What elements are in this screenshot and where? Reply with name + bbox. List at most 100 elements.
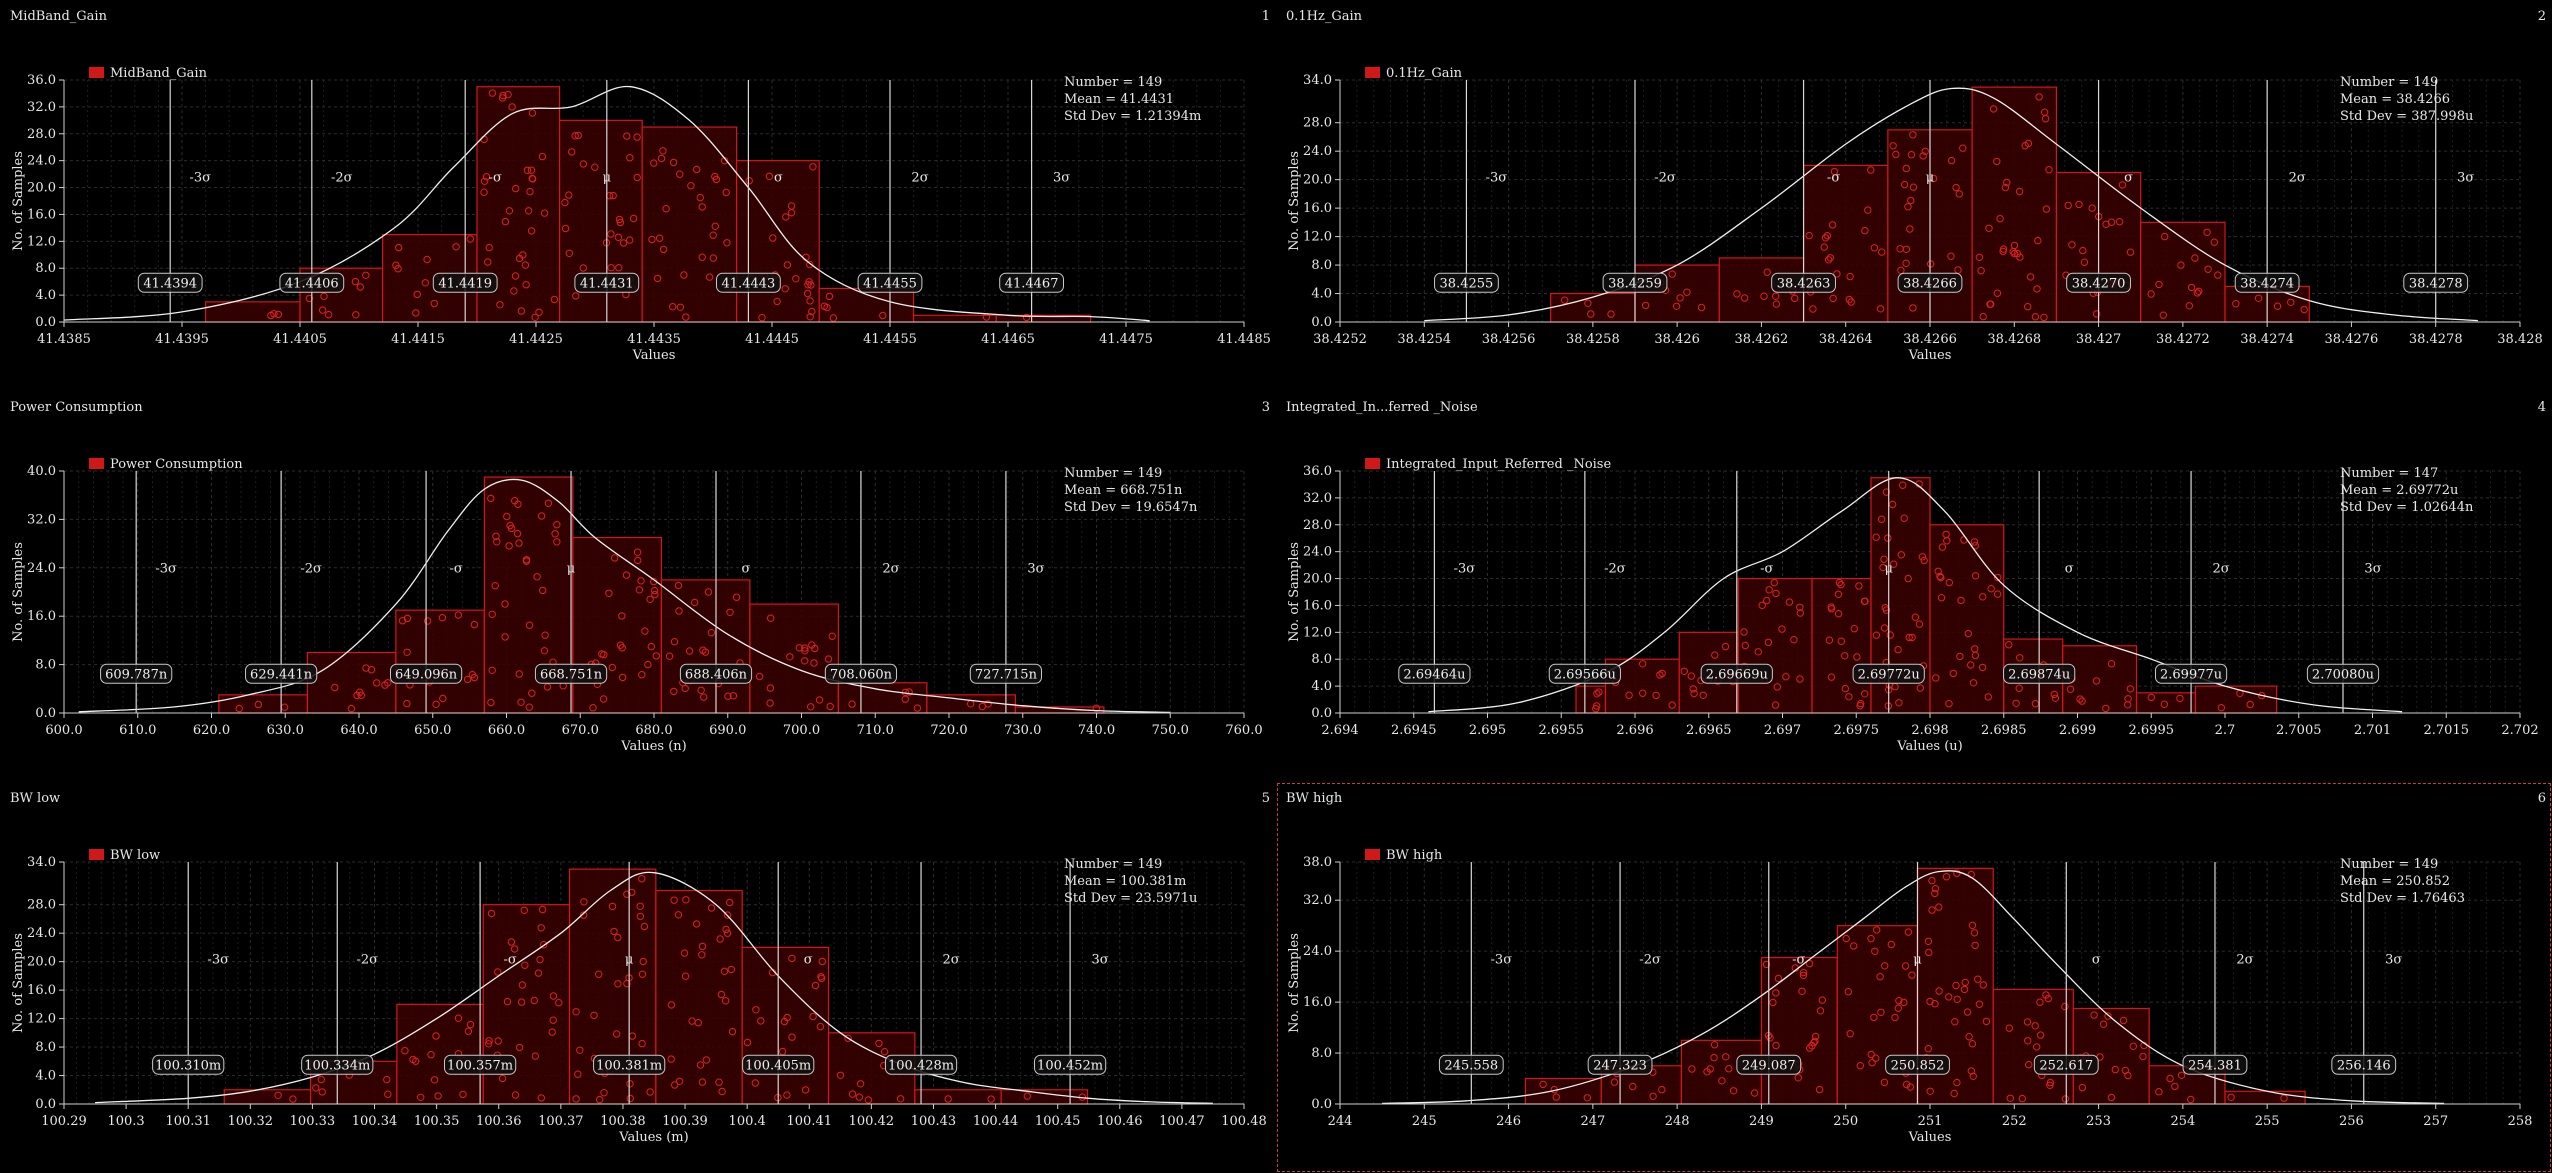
sample-point <box>514 500 522 508</box>
legend-swatch <box>1365 849 1380 860</box>
sample-point <box>2155 1088 2163 1096</box>
x-tick-label: 38.4272 <box>2156 332 2210 347</box>
sample-point <box>2015 187 2024 196</box>
sample-point <box>2033 285 2041 293</box>
legend[interactable]: BW high <box>1365 848 1443 863</box>
y-tick-label: 8.0 <box>1311 652 1332 667</box>
sample-point <box>517 698 525 706</box>
sample-point <box>648 235 656 244</box>
sample-point <box>608 663 616 672</box>
sample-point <box>778 1047 787 1056</box>
sample-point <box>614 980 622 988</box>
histogram-plot[interactable]: -3σ 609.787n -2σ 629.441n -σ 649.096n μ 668.751… <box>0 391 1276 782</box>
sample-point <box>480 177 489 185</box>
chart-panel-6[interactable]: BW high 6 -3σ 245.558 -2σ 247.323 -σ 249.087 μ 25… <box>1276 782 2552 1173</box>
histogram-plot[interactable]: -3σ41.4394-2σ41.4406-σ41.4419μ41.4431σ41… <box>0 0 1276 391</box>
sample-point <box>1680 667 1688 675</box>
sample-point <box>2006 1094 2014 1102</box>
sigma-value-label: 688.406n <box>685 667 748 682</box>
sigma-value-box <box>301 1054 374 1075</box>
x-tick-label: 2.7005 <box>2276 723 2322 738</box>
sample-point <box>1945 700 1953 708</box>
sample-point <box>1790 636 1798 644</box>
sigma-name: -2σ <box>331 171 353 186</box>
sample-point <box>1902 259 1910 267</box>
sample-point <box>305 294 314 303</box>
sample-point <box>432 1032 440 1040</box>
sample-point <box>1778 625 1786 633</box>
sigma-value-box <box>999 272 1065 293</box>
legend[interactable]: Integrated_Input_Referred _Noise <box>1365 457 1611 472</box>
y-tick-label: 36.0 <box>1303 464 1332 479</box>
sample-point <box>1924 1045 1932 1053</box>
sample-point <box>1763 268 1771 276</box>
sample-point <box>1834 610 1843 618</box>
sample-point <box>2160 700 2169 708</box>
sigma-name: 2σ <box>2289 171 2306 186</box>
sample-point <box>1718 1077 1726 1085</box>
chart-panel-2[interactable]: 0.1Hz_Gain 2 -3σ 38.4255 -2σ 38.4259 -σ 38.4263… <box>1276 0 2552 391</box>
histogram-plot[interactable]: -3σ 2.69464u -2σ 2.69566u -σ 2.69669u μ 2.69772… <box>1276 391 2552 782</box>
sample-point <box>1697 303 1706 312</box>
histogram-plot[interactable]: -3σ100.310m-2σ100.334m-σ100.357mμ100.381… <box>0 782 1276 1173</box>
y-tick-label: 0.0 <box>1311 315 1332 330</box>
sample-point <box>1876 305 1885 313</box>
chart-panel-5[interactable]: BW low 5 -3σ 100.310m -2σ 100.334m -σ 100.357m μ… <box>0 782 1276 1173</box>
histogram-plot[interactable]: -3σ38.4255-2σ38.4259-σ38.4263μ38.4266σ38… <box>1276 0 2552 391</box>
chart-panel-3[interactable]: Power Consumption 3 -3σ 609.787n -2σ 629.441n… <box>0 391 1276 782</box>
sample-point <box>1722 1053 1730 1061</box>
sample-point <box>2185 302 2193 310</box>
sample-point <box>383 1075 391 1084</box>
histogram-bar <box>741 946 830 1105</box>
sample-point <box>468 671 477 679</box>
sample-point <box>1971 645 1979 653</box>
sample-point <box>1932 674 1940 682</box>
sigma-value-box <box>432 272 498 293</box>
histogram-plot[interactable]: -3σ 245.558 -2σ 247.323 -σ 249.087 μ 250.852 σ 25… <box>1276 782 2552 1173</box>
sample-point <box>1820 243 1828 251</box>
sample-point <box>616 218 625 227</box>
sample-point <box>595 1095 604 1104</box>
sigma-value-label: 2.70080u <box>2312 667 2374 682</box>
x-tick-label: 2.696 <box>1616 723 1653 738</box>
legend[interactable]: 0.1Hz_Gain <box>1365 66 1463 81</box>
sample-point <box>553 538 561 546</box>
legend[interactable]: MidBand_Gain <box>89 66 208 81</box>
sample-point <box>1818 996 1826 1004</box>
chart-panel-1[interactable]: MidBand_Gain 1 -3σ 41.4394 -2σ 41.4406 -σ 41.44… <box>0 0 1276 391</box>
chart-panel-4[interactable]: Integrated_In...ferred _Noise 4 -3σ 2.69464… <box>1276 391 2552 782</box>
sample-points <box>1592 480 2266 713</box>
panel-index: 6 <box>2537 791 2546 806</box>
sample-point <box>612 1030 621 1038</box>
sample-point <box>1968 921 1977 930</box>
sample-point <box>1592 705 1600 713</box>
sample-point <box>1974 975 1982 983</box>
sample-point <box>1828 221 1837 229</box>
sigma-name: 3σ <box>1053 171 1070 186</box>
sample-point <box>571 132 579 140</box>
sample-point <box>1918 553 1927 561</box>
stats-line: Mean = 38.4266 <box>2340 92 2450 107</box>
y-axis-label: No. of Samples <box>1287 542 1302 642</box>
sample-point <box>1827 605 1836 613</box>
x-axis-label: Values <box>632 348 676 363</box>
sample-point <box>1649 1092 1657 1100</box>
sample-point <box>561 198 569 207</box>
sigma-value-box <box>2403 272 2469 293</box>
sigma-value-box <box>137 272 203 293</box>
sample-point <box>788 954 796 963</box>
sigma-markers: -3σ 2.69464u -2σ 2.69566u -σ 2.69669u μ 2.69772… <box>1398 471 2382 713</box>
sample-point <box>2075 200 2083 209</box>
sigma-value-box <box>1852 663 1925 684</box>
y-tick-label: 20.0 <box>1303 173 1332 188</box>
sample-point <box>574 131 582 140</box>
sample-point <box>817 973 825 981</box>
legend[interactable]: BW low <box>89 848 160 863</box>
x-tick-label: 740.0 <box>1078 723 1115 738</box>
sample-point <box>1861 690 1869 698</box>
sample-point <box>488 610 496 619</box>
legend[interactable]: Power Consumption <box>89 457 243 472</box>
axes: 38.4252 38.4254 38.4256 38.4258 38.426 38.426… <box>1287 73 2543 363</box>
sample-point <box>510 945 519 953</box>
x-axis-label: Values (m) <box>618 1130 688 1145</box>
